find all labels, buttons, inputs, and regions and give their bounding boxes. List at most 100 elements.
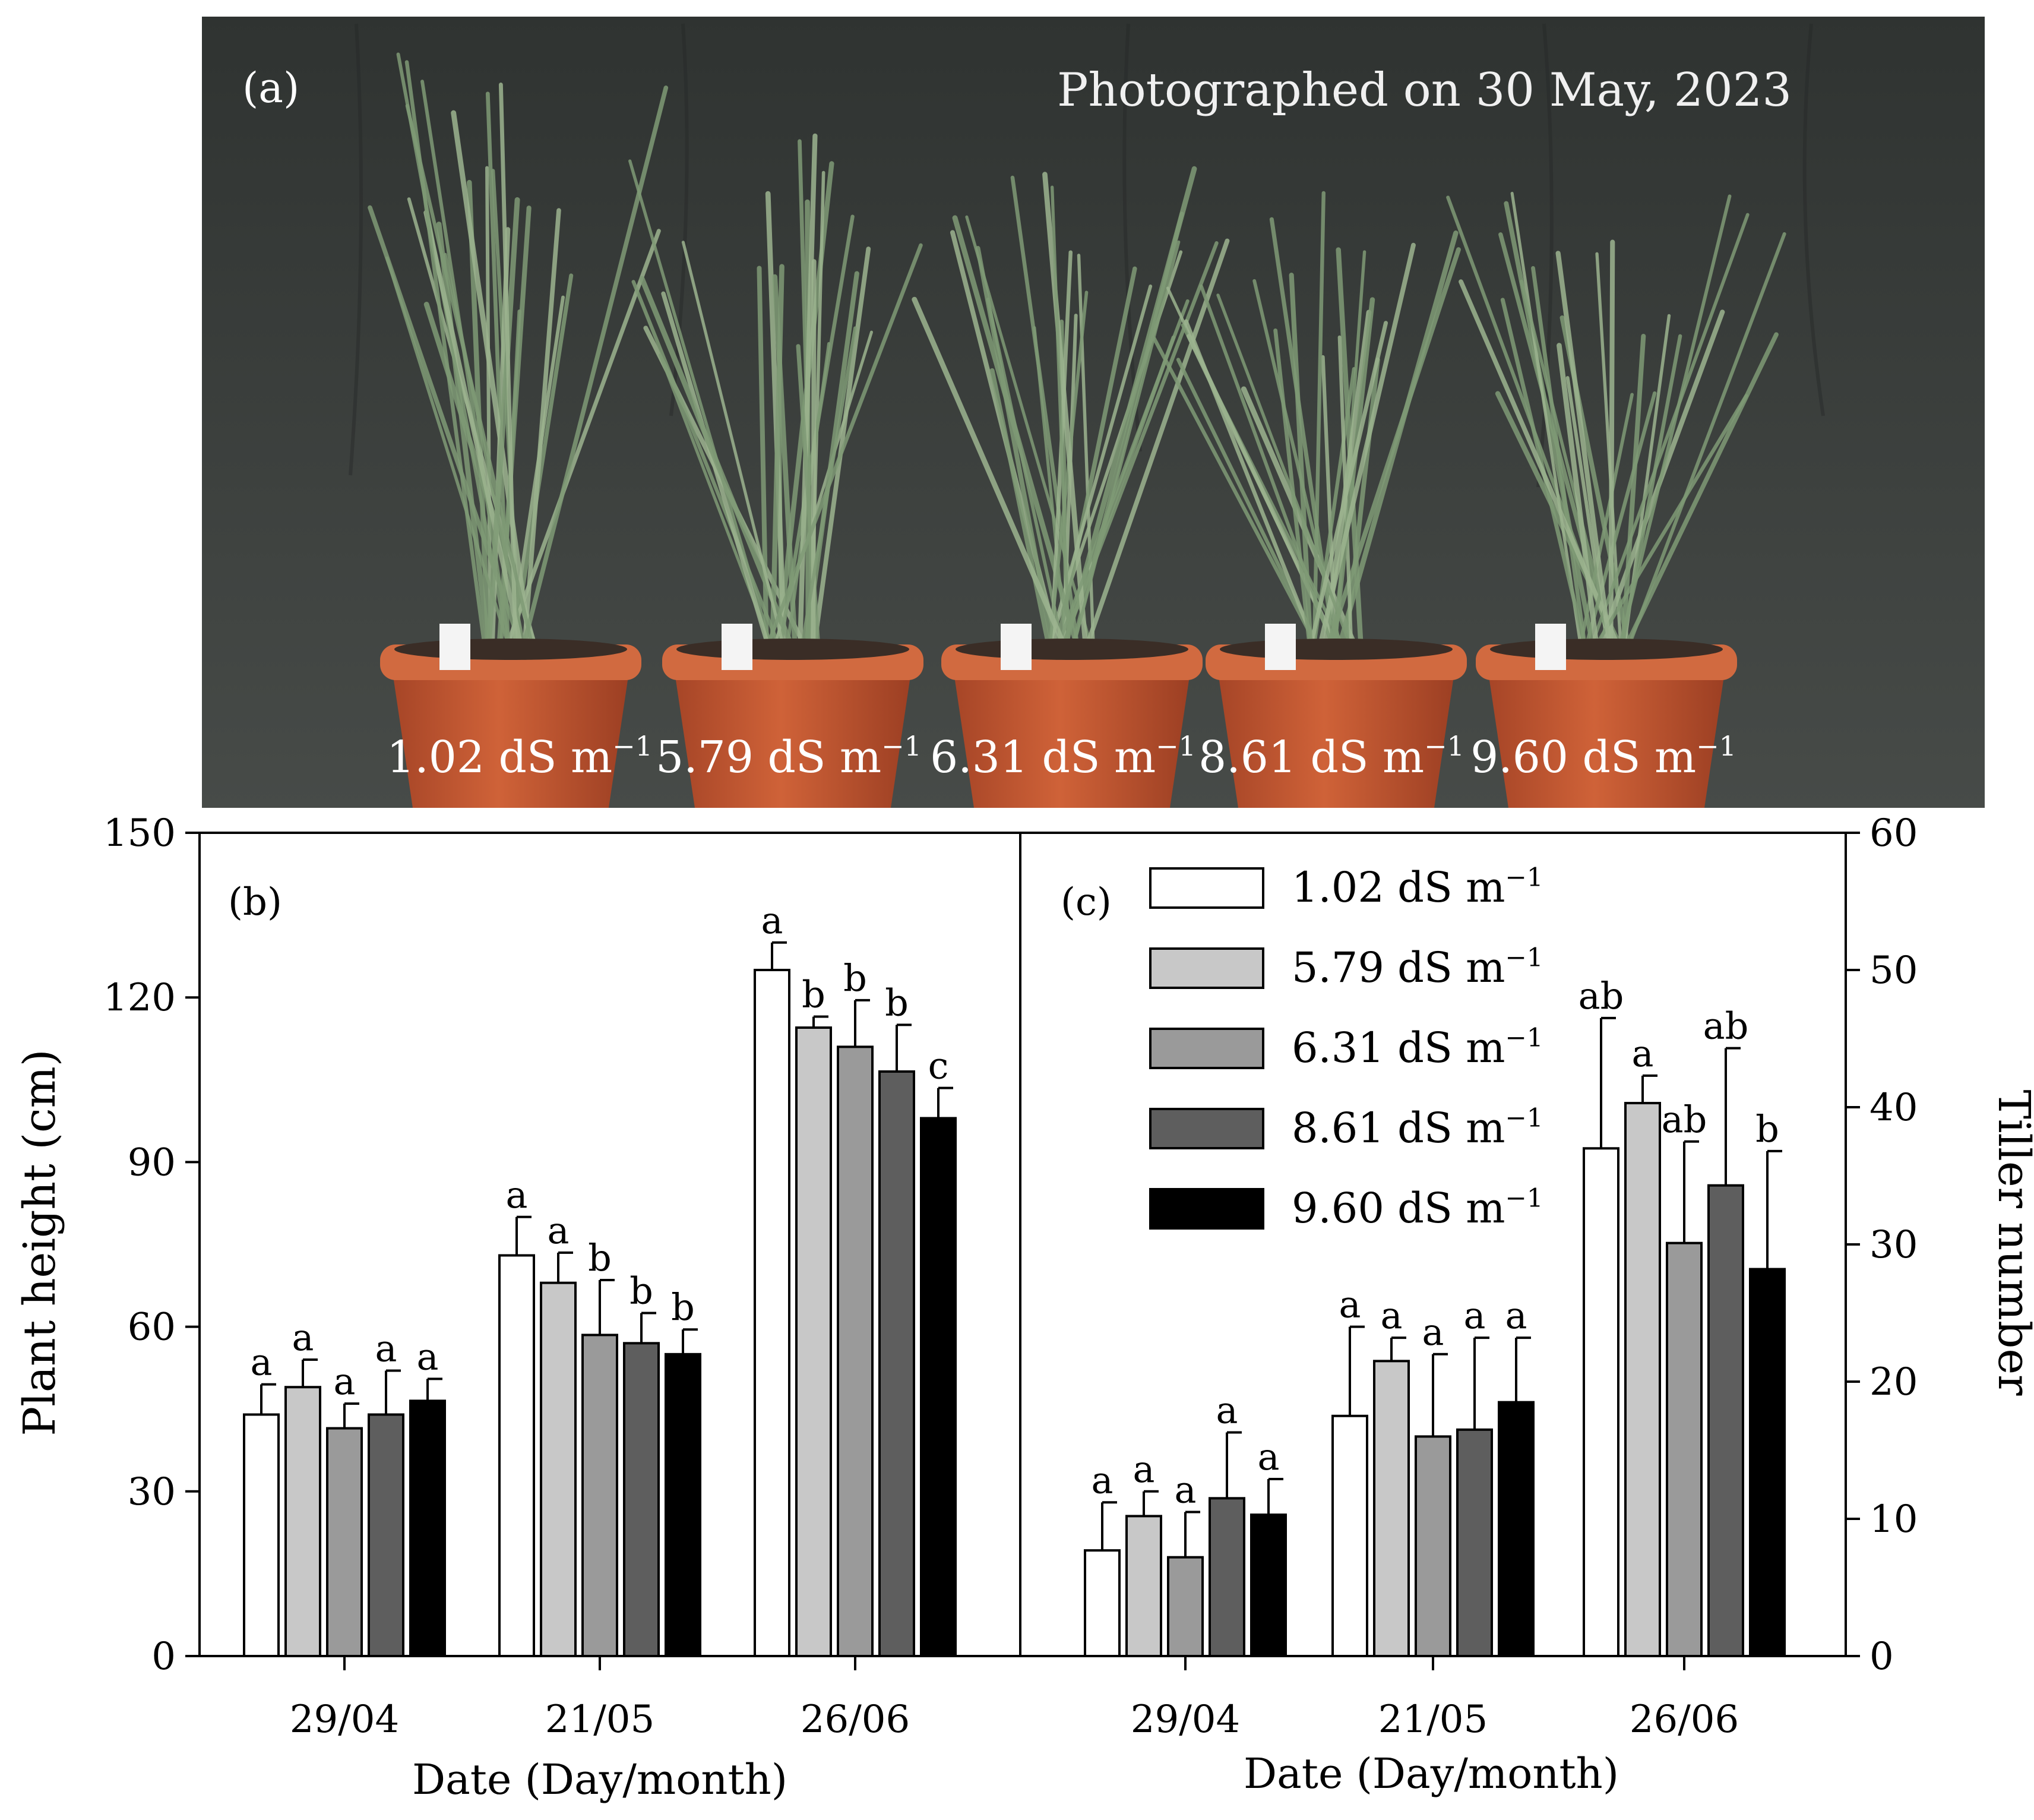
pot-tag	[439, 624, 470, 670]
grass-blade	[1050, 185, 1071, 646]
grass-blade	[765, 243, 923, 647]
y-tick-label: 20	[1869, 1360, 1918, 1404]
significance-letter: a	[1133, 1448, 1155, 1491]
grass-blade	[486, 197, 520, 647]
grass-blade	[628, 159, 773, 646]
grass-blade	[1598, 309, 1725, 647]
significance-letter: ab	[1579, 974, 1624, 1018]
pot-body	[1217, 668, 1455, 808]
significance-letter: ab	[1703, 1004, 1749, 1048]
bar	[1749, 1268, 1786, 1658]
legend-label: 9.60 dS m−1	[1292, 1183, 1543, 1233]
bar	[623, 1342, 660, 1658]
grass-blade	[1584, 391, 1657, 647]
grass-blade	[1312, 191, 1326, 647]
plant-height-x-label: Date (Day/month)	[412, 1755, 787, 1804]
significance-letter: a	[417, 1335, 439, 1378]
pot-soil	[1490, 639, 1723, 660]
significance-letter: a	[548, 1209, 570, 1252]
plant-height-panel-label: (b)	[228, 880, 282, 924]
y-tick-label: 10	[1869, 1497, 1918, 1541]
pot-tag	[1265, 624, 1296, 670]
bar	[1167, 1556, 1204, 1657]
grass-blade	[1510, 191, 1582, 646]
grass-blade	[1555, 251, 1612, 647]
pot-body	[953, 668, 1191, 808]
legend-label: 8.61 dS m−1	[1292, 1103, 1543, 1152]
plant-height-y-label: Plant height (cm)	[14, 1049, 65, 1436]
grass-clump	[628, 133, 923, 647]
y-tick-label: 150	[103, 811, 176, 855]
pot-tag	[1535, 624, 1566, 670]
grass-blade	[404, 60, 486, 647]
significance-letter: a	[375, 1327, 397, 1370]
legend-swatch	[1149, 1028, 1264, 1069]
pot-soil	[676, 639, 909, 660]
significance-letter: a	[1339, 1283, 1361, 1326]
bar	[284, 1386, 321, 1657]
grass-blade	[1289, 273, 1313, 647]
pots	[380, 624, 1737, 808]
grass-blade	[681, 241, 785, 646]
x-tick-label: 29/04	[1131, 1698, 1240, 1742]
grass-blade	[423, 210, 523, 647]
x-tick-label: 21/05	[545, 1698, 654, 1742]
grass-blade	[1042, 172, 1089, 647]
tiller-number-y-label: Tiller number	[1988, 1089, 2034, 1396]
bar	[326, 1427, 363, 1658]
tiller-number-x-axis: 29/04 21/05 26/06	[1131, 1656, 1739, 1742]
x-tick-label: 29/04	[290, 1698, 399, 1742]
y-tick-label: 40	[1869, 1086, 1918, 1130]
grass-clump	[1446, 191, 1786, 647]
grass-blade	[1184, 319, 1317, 647]
significance-letter: a	[1092, 1458, 1114, 1502]
significance-letter: b	[885, 981, 909, 1024]
grass-blade	[1055, 266, 1137, 647]
grass-blade	[1309, 321, 1388, 647]
grass-blade	[1624, 332, 1779, 647]
bar	[1498, 1401, 1535, 1657]
y-tick-label: 0	[151, 1635, 176, 1679]
bar	[1250, 1513, 1287, 1658]
x-tick-label: 26/06	[801, 1698, 910, 1742]
tiller-number-panel-label: (c)	[1061, 880, 1112, 924]
grass-blade	[1595, 394, 1748, 647]
grass-blade	[485, 166, 492, 646]
bar	[1084, 1549, 1121, 1657]
grass-blade	[1073, 240, 1181, 646]
tiller-number-y-axis: 0 10 20 30 40 50 60	[1846, 811, 1918, 1679]
legend-swatch	[1149, 1108, 1264, 1149]
significance-letter: ab	[1662, 1098, 1707, 1141]
bar	[581, 1334, 618, 1657]
significance-letter: a	[1258, 1435, 1280, 1478]
y-tick-label: 0	[1869, 1635, 1894, 1679]
bar	[1331, 1414, 1368, 1657]
grass-blade	[1557, 343, 1599, 647]
bar	[754, 969, 790, 1657]
grass-blade	[1273, 328, 1312, 647]
bar	[1125, 1515, 1162, 1657]
pot-body	[392, 668, 630, 808]
significance-letter: a	[1175, 1468, 1197, 1511]
y-tick-label: 60	[128, 1306, 176, 1350]
grass-clump	[368, 52, 669, 647]
grass-blade	[522, 208, 561, 647]
bar	[243, 1413, 280, 1657]
pot-soil	[956, 639, 1188, 660]
significance-letter: a	[1422, 1310, 1444, 1354]
pot-soil	[394, 639, 627, 660]
bar	[795, 1026, 832, 1657]
y-tick-label: 60	[1869, 811, 1918, 855]
photo-panel-label: (a)	[242, 64, 299, 112]
significance-letter: a	[761, 899, 783, 942]
y-tick-label: 30	[128, 1470, 176, 1514]
x-tick-label: 21/05	[1378, 1698, 1488, 1742]
bar	[540, 1281, 577, 1657]
grass-blade	[1459, 279, 1620, 647]
grass-blade	[451, 110, 533, 647]
bar	[1415, 1435, 1451, 1657]
significance-letter: a	[292, 1316, 314, 1359]
grass-blade	[1618, 194, 1732, 646]
bar	[920, 1117, 957, 1657]
